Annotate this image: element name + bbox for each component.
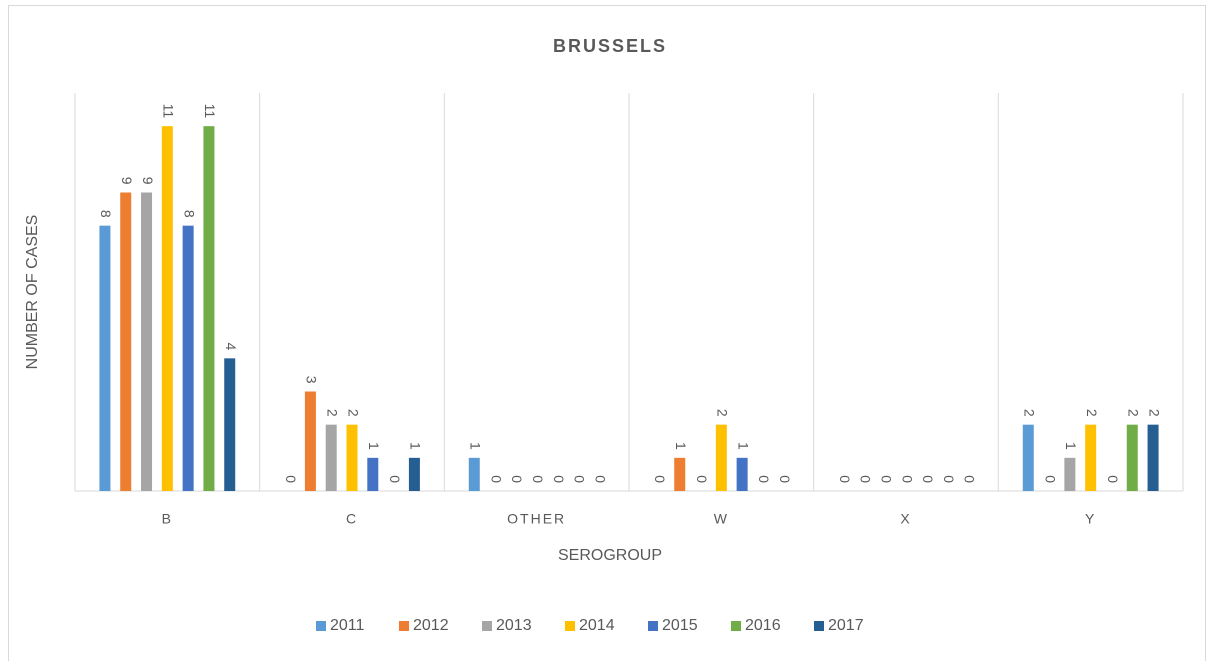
bar bbox=[161, 126, 173, 492]
data-label: 8 bbox=[98, 210, 114, 218]
legend-label: 2012 bbox=[413, 617, 449, 634]
legend-swatch bbox=[814, 621, 824, 631]
bar bbox=[367, 457, 379, 491]
data-label: 0 bbox=[387, 475, 403, 483]
bar bbox=[325, 424, 337, 491]
data-label: 0 bbox=[509, 475, 525, 483]
legend-swatch bbox=[731, 621, 741, 631]
data-label: 0 bbox=[878, 475, 894, 483]
legend-swatch bbox=[482, 621, 492, 631]
data-label: 0 bbox=[962, 475, 978, 483]
data-label: 0 bbox=[592, 475, 608, 483]
legend-label: 2013 bbox=[496, 617, 532, 634]
data-label: 2 bbox=[324, 409, 340, 417]
data-label: 0 bbox=[858, 475, 874, 483]
x-tick-label: Y bbox=[1085, 511, 1096, 527]
x-tick-label: C bbox=[346, 511, 358, 527]
data-label: 11 bbox=[202, 104, 218, 119]
data-label: 2 bbox=[1022, 409, 1038, 417]
data-label: 0 bbox=[941, 475, 957, 483]
legend-swatch bbox=[648, 621, 658, 631]
data-label: 2 bbox=[1146, 409, 1162, 417]
data-label: 1 bbox=[468, 442, 484, 450]
bar bbox=[1147, 424, 1159, 491]
bar bbox=[99, 225, 111, 491]
data-label: 2 bbox=[715, 409, 731, 417]
data-label: 1 bbox=[673, 442, 689, 450]
x-axis-title: SEROGROUP bbox=[558, 547, 662, 564]
data-label: 0 bbox=[694, 475, 710, 483]
legend-label: 2016 bbox=[745, 617, 781, 634]
data-label: 1 bbox=[735, 442, 751, 450]
data-label: 8 bbox=[181, 210, 197, 218]
chart-title: BRUSSELS bbox=[553, 36, 667, 56]
bar bbox=[346, 424, 358, 491]
data-label: 2 bbox=[1084, 409, 1100, 417]
legend-label: 2015 bbox=[662, 617, 698, 634]
x-tick-label: OTHER bbox=[507, 511, 566, 527]
data-label: 0 bbox=[572, 475, 588, 483]
data-label: 1 bbox=[366, 442, 382, 450]
bar bbox=[182, 225, 194, 491]
x-tick-label: W bbox=[714, 511, 729, 527]
legend-label: 2017 bbox=[828, 617, 864, 634]
data-label: 1 bbox=[1063, 442, 1079, 450]
bar bbox=[1022, 424, 1034, 491]
data-label: 0 bbox=[899, 475, 915, 483]
data-label: 0 bbox=[652, 475, 668, 483]
bar bbox=[408, 457, 420, 491]
data-label: 2 bbox=[1126, 409, 1142, 417]
data-label: 0 bbox=[551, 475, 567, 483]
bar bbox=[203, 126, 215, 492]
data-label: 0 bbox=[530, 475, 546, 483]
legend-label: 2014 bbox=[579, 617, 615, 634]
data-label: 3 bbox=[304, 376, 320, 384]
data-label: 0 bbox=[488, 475, 504, 483]
y-axis-title: NUMBER OF CASES bbox=[24, 215, 41, 370]
data-label: 11 bbox=[161, 104, 177, 119]
data-label: 0 bbox=[920, 475, 936, 483]
data-label: 2 bbox=[345, 409, 361, 417]
bar bbox=[674, 457, 686, 491]
data-label: 9 bbox=[140, 177, 156, 185]
legend-label: 2011 bbox=[330, 617, 365, 634]
bar bbox=[224, 358, 236, 491]
data-label: 0 bbox=[1105, 475, 1121, 483]
legend-swatch bbox=[565, 621, 575, 631]
data-label: 1 bbox=[408, 442, 424, 450]
bar bbox=[1064, 457, 1076, 491]
bar bbox=[736, 457, 748, 491]
data-label: 0 bbox=[777, 475, 793, 483]
legend-swatch bbox=[399, 621, 409, 631]
bar bbox=[120, 192, 132, 491]
data-label: 9 bbox=[119, 177, 135, 185]
bar bbox=[304, 391, 316, 491]
bar bbox=[468, 457, 480, 491]
data-label: 0 bbox=[283, 475, 299, 483]
x-tick-label: X bbox=[900, 511, 911, 527]
bar bbox=[141, 192, 153, 491]
bar bbox=[1085, 424, 1097, 491]
bar bbox=[1126, 424, 1138, 491]
data-label: 4 bbox=[223, 343, 239, 351]
data-label: 0 bbox=[1042, 475, 1058, 483]
data-label: 0 bbox=[756, 475, 772, 483]
x-tick-label: B bbox=[162, 511, 173, 527]
bar bbox=[715, 424, 727, 491]
data-label: 0 bbox=[837, 475, 853, 483]
legend-swatch bbox=[316, 621, 326, 631]
